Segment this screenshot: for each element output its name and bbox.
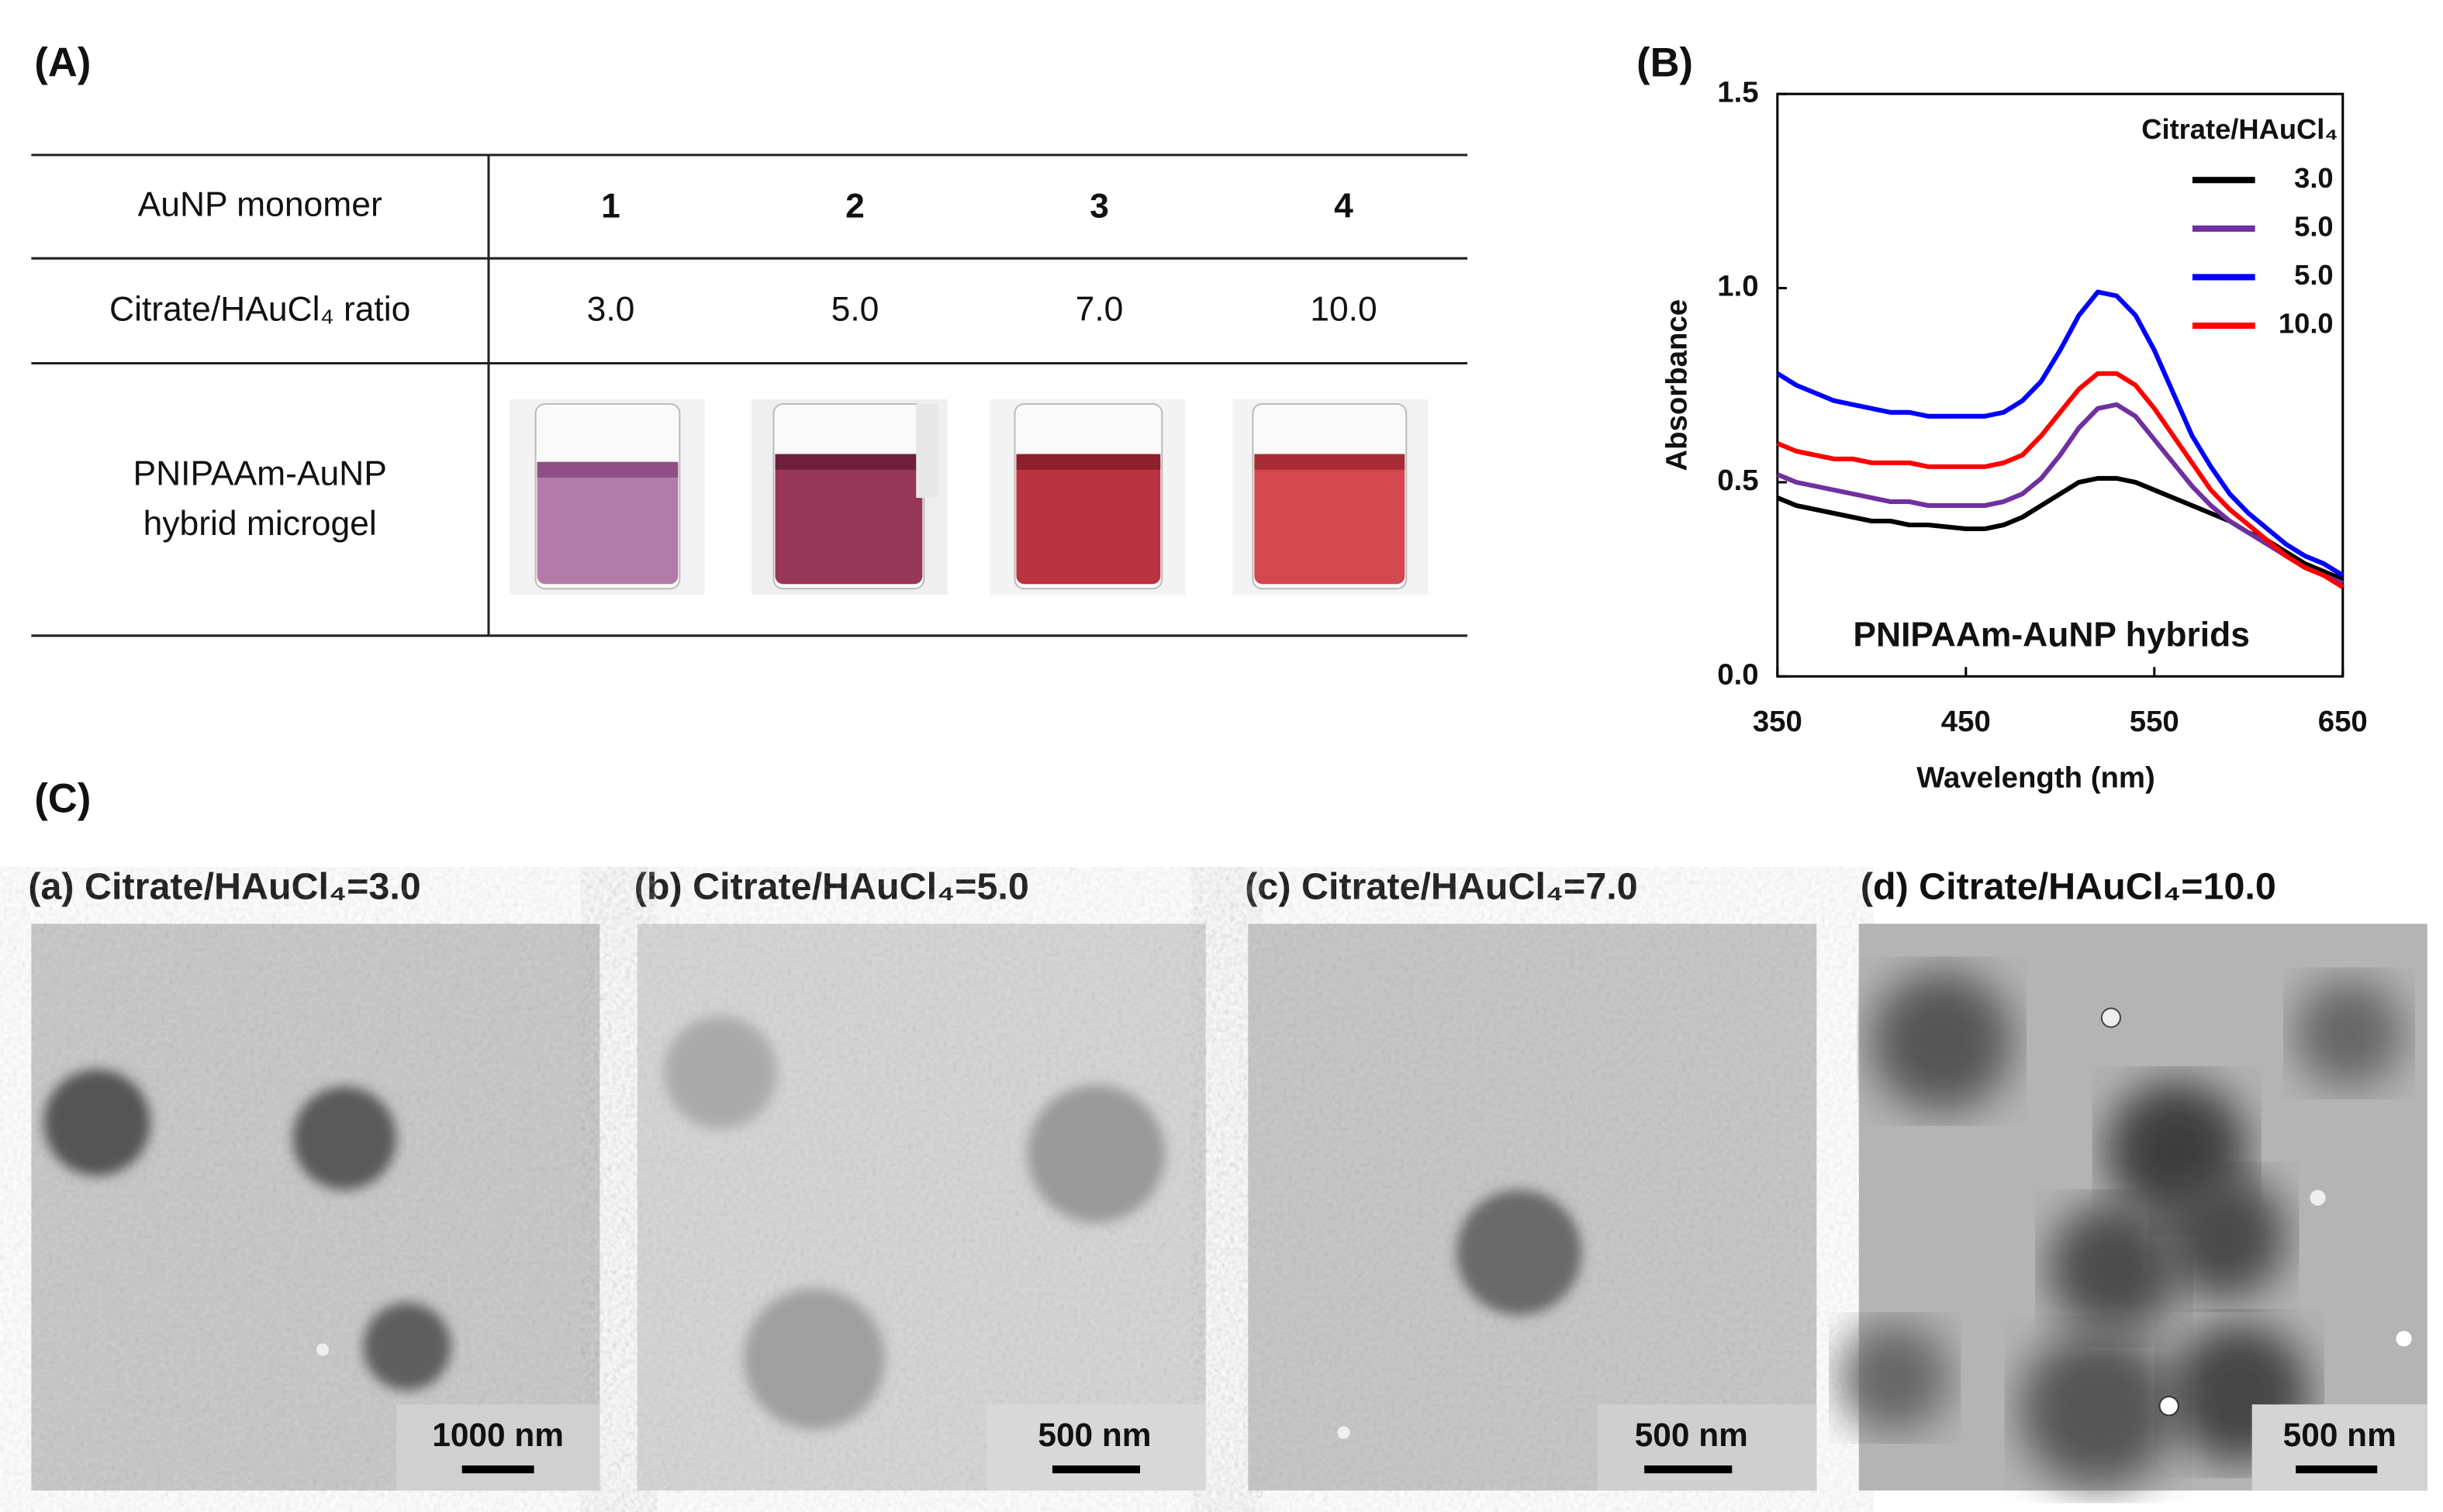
- vial-photo: [990, 399, 1186, 595]
- line-series: [1776, 402, 2344, 585]
- vial-photo: [509, 399, 705, 595]
- tem-image: [1248, 923, 1817, 1491]
- panel-label: (C): [34, 776, 91, 822]
- image-caption: (b) Citrate/HAuCl₄=5.0: [634, 866, 1029, 908]
- column-header: 1: [601, 187, 620, 225]
- y-tick-label: 1.5: [1717, 75, 1758, 109]
- image-caption: (c) Citrate/HAuCl₄=7.0: [1245, 866, 1637, 908]
- legend-label: 10.0: [2279, 308, 2334, 340]
- line-series: [1776, 289, 2345, 578]
- panel-c: (C) (a) Citrate/HAuCl₄=3.0 (b) Citrate/H…: [28, 776, 2427, 1491]
- row-header: PNIPAAm-AuNP: [133, 455, 387, 493]
- tem-image: [1840, 923, 2427, 1491]
- plot-frame: [1776, 92, 2345, 678]
- vial-photo: [1232, 399, 1429, 595]
- scale-bar: 500 nm: [987, 1404, 1206, 1491]
- column-header: 3: [1090, 187, 1109, 225]
- x-tick-label: 450: [1941, 705, 1991, 738]
- tem-image: [31, 923, 600, 1491]
- row-header: Citrate/HAuCl₄ ratio: [109, 291, 410, 329]
- tem-image: [637, 923, 1206, 1491]
- table-cell: 7.0: [1076, 291, 1124, 329]
- table-cell: 5.0: [831, 291, 879, 329]
- annotation: PNIPAAm-AuNP hybrids: [1853, 616, 2250, 654]
- scale-bar: 500 nm: [1597, 1404, 1817, 1491]
- panel-label: (A): [34, 40, 91, 86]
- column-header: 4: [1334, 187, 1353, 225]
- y-tick-label: 0.5: [1717, 464, 1758, 497]
- scale-bar: 1000 nm: [396, 1404, 600, 1491]
- image-caption: (d) Citrate/HAuCl₄=10.0: [1861, 866, 2276, 908]
- legend-title: Citrate/HAuCl₄: [2141, 113, 2338, 145]
- row-header: hybrid microgel: [143, 505, 377, 543]
- x-tick-label: 550: [2130, 705, 2179, 738]
- x-tick-label: 650: [2318, 705, 2368, 738]
- legend-label: 5.0: [2294, 210, 2334, 242]
- column-header: 2: [845, 187, 865, 225]
- scale-bar-label: 1000 nm: [432, 1417, 564, 1453]
- table-cell: 10.0: [1310, 291, 1377, 329]
- y-axis-label: Absorbance: [1660, 299, 1694, 471]
- panel-a: (A) AuNP monomer 1 2 3 4 Citrate/HAuCl₄ …: [31, 40, 1468, 637]
- legend-label: 3.0: [2294, 162, 2334, 194]
- scale-bar-label: 500 nm: [1635, 1417, 1748, 1453]
- image-caption: (a) Citrate/HAuCl₄=3.0: [28, 866, 420, 908]
- scale-bar-label: 500 nm: [2283, 1417, 2396, 1453]
- legend-label: 5.0: [2294, 259, 2334, 291]
- panel-b: (B) Wavelength (nm) Absorbance PNIPAAm-A…: [1636, 40, 2368, 795]
- y-tick-label: 1.0: [1717, 270, 1758, 303]
- x-axis-label: Wavelength (nm): [1916, 761, 2155, 795]
- row-header: AuNP monomer: [138, 185, 382, 223]
- panel-label: (B): [1636, 40, 1693, 86]
- table-cell: 3.0: [587, 291, 635, 329]
- scale-bar: 500 nm: [2251, 1404, 2427, 1491]
- vial-photo: [752, 399, 948, 595]
- x-tick-label: 350: [1753, 705, 1802, 738]
- line-series: [1776, 371, 2345, 589]
- scale-bar-label: 500 nm: [1038, 1417, 1151, 1453]
- y-tick-label: 0.0: [1717, 658, 1758, 691]
